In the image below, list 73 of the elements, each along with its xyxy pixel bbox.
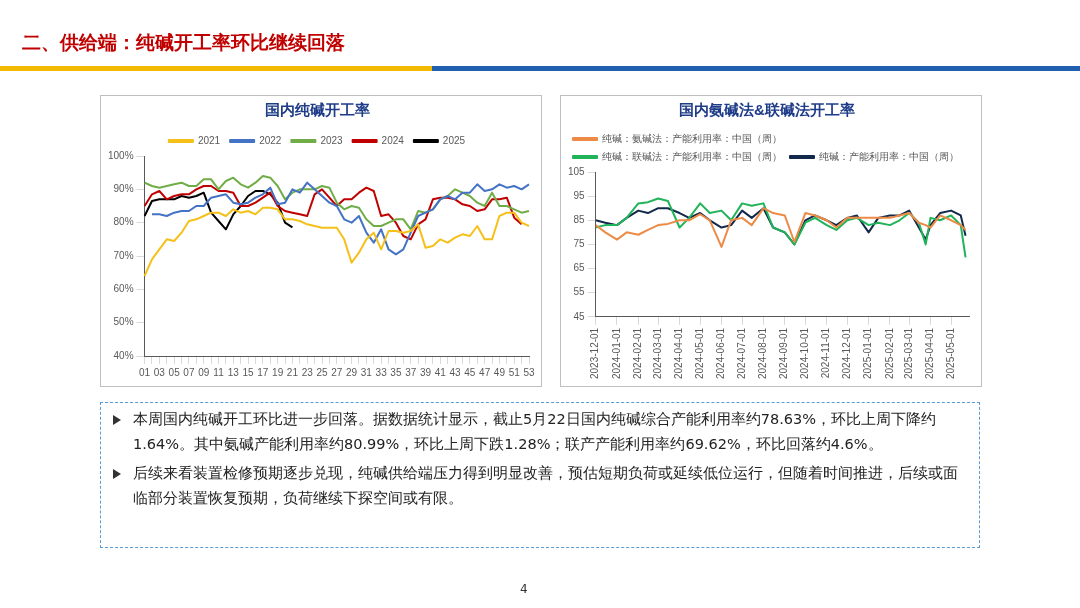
x-tick-label: 17 bbox=[257, 366, 269, 378]
x-tick-label: 07 bbox=[183, 366, 195, 378]
x-tick-label: 35 bbox=[390, 366, 402, 378]
y-tick-label: 60% bbox=[113, 283, 134, 295]
y-tick-label: 105 bbox=[568, 165, 586, 177]
x-tick-label: 43 bbox=[449, 366, 462, 378]
y-tick-label: 70% bbox=[113, 249, 134, 261]
legend-label: 2021 bbox=[197, 134, 221, 146]
y-tick-label: 100% bbox=[108, 149, 134, 161]
legend-label: 2024 bbox=[381, 134, 405, 146]
x-tick-label: 2024-07-01 bbox=[735, 327, 747, 379]
x-tick-label: 49 bbox=[493, 366, 506, 378]
x-tick-label: 2025-02-01 bbox=[883, 327, 895, 379]
x-tick-label: 31 bbox=[360, 366, 373, 378]
y-tick-label: 95 bbox=[573, 189, 586, 201]
x-tick-label: 03 bbox=[153, 366, 166, 378]
x-tick-label: 2024-04-01 bbox=[673, 327, 685, 379]
y-tick-label: 40% bbox=[113, 349, 134, 361]
y-tick-label: 45 bbox=[573, 310, 586, 322]
x-tick-label: 2024-03-01 bbox=[652, 327, 663, 379]
x-tick-label: 2024-05-01 bbox=[693, 327, 705, 379]
chart-title: 国内氨碱法&联碱法开工率 bbox=[679, 101, 855, 119]
text: 二、供给端：纯碱开工率环比继续回落 bbox=[22, 30, 345, 55]
text: 4 bbox=[520, 582, 528, 596]
x-tick-label: 2025-03-01 bbox=[902, 327, 914, 379]
text: 本周国内纯碱开工环比进一步回落。据数据统计显示，截止5月22日国内纯碱综合产能利用率约78.63%，环比上周下降约1.64%。其中氨碱产能利用率约80.99%，环比上周下跌1.28%；联产产能利用率约69.62%，环比回落约4.6%。 bbox=[133, 411, 936, 452]
y-tick-label: 75 bbox=[573, 238, 586, 250]
x-tick-label: 2024-10-01 bbox=[799, 327, 811, 379]
x-tick-label: 2024-09-01 bbox=[778, 327, 790, 379]
x-tick-label: 2025-04-01 bbox=[924, 327, 936, 379]
x-tick-label: 13 bbox=[227, 366, 240, 378]
x-tick-label: 2024-12-01 bbox=[841, 327, 853, 379]
x-tick-label: 2024-06-01 bbox=[715, 327, 727, 379]
x-tick-label: 45 bbox=[464, 366, 476, 378]
y-tick-label: 50% bbox=[113, 316, 134, 328]
x-tick-label: 2024-01-01 bbox=[610, 327, 622, 379]
chart-title: 国内纯碱开工率 bbox=[264, 101, 370, 119]
x-tick-label: 11 bbox=[213, 366, 225, 378]
x-tick-label: 37 bbox=[405, 366, 417, 378]
x-tick-label: 19 bbox=[272, 366, 284, 378]
x-tick-label: 2024-02-01 bbox=[632, 327, 644, 379]
legend-label: 2025 bbox=[442, 134, 466, 146]
y-tick-label: 80% bbox=[113, 216, 134, 228]
x-tick-label: 29 bbox=[346, 366, 358, 378]
x-tick-label: 2023-12-01 bbox=[589, 327, 601, 379]
x-tick-label: 15 bbox=[242, 366, 255, 378]
x-tick-label: 33 bbox=[375, 366, 388, 378]
x-tick-label: 39 bbox=[419, 366, 432, 378]
x-tick-label: 09 bbox=[198, 366, 210, 378]
x-tick-label: 51 bbox=[508, 366, 521, 378]
x-tick-label: 2024-11-01 bbox=[820, 327, 832, 379]
x-tick-label: 2025-01-01 bbox=[862, 327, 874, 379]
y-tick-label: 65 bbox=[573, 262, 586, 274]
legend-label: 纯碱：联碱法：产能利用率：中国（周） bbox=[602, 150, 782, 162]
x-tick-label: 27 bbox=[331, 366, 343, 378]
x-tick-label: 2024-08-01 bbox=[757, 327, 769, 379]
x-tick-label: 01 bbox=[139, 366, 151, 378]
legend-label: 纯碱：氨碱法：产能利用率：中国（周） bbox=[602, 132, 782, 144]
legend-label: 2022 bbox=[259, 134, 282, 146]
y-tick-label: 85 bbox=[573, 214, 586, 226]
y-tick-label: 55 bbox=[573, 286, 586, 298]
x-tick-label: 47 bbox=[479, 366, 491, 378]
x-tick-label: 41 bbox=[434, 366, 447, 378]
x-tick-label: 25 bbox=[316, 366, 328, 378]
text: 后续来看装置检修预期逐步兑现，纯碱供给端压力得到明显改善，预估短期负荷或延续低位运行，但随着时间推进，后续或面临部分装置恢复预期，负荷继续下探空间或有限。 bbox=[133, 465, 958, 506]
x-tick-label: 05 bbox=[168, 366, 181, 378]
y-tick-label: 90% bbox=[113, 183, 134, 195]
x-tick-label: 53 bbox=[523, 366, 535, 378]
x-tick-label: 23 bbox=[301, 366, 314, 378]
x-tick-label: 21 bbox=[286, 366, 299, 378]
x-tick-label: 2025-05-01 bbox=[944, 327, 956, 379]
legend-label: 纯碱：产能利用率：中国（周） bbox=[819, 150, 959, 162]
legend-label: 2023 bbox=[320, 134, 344, 146]
